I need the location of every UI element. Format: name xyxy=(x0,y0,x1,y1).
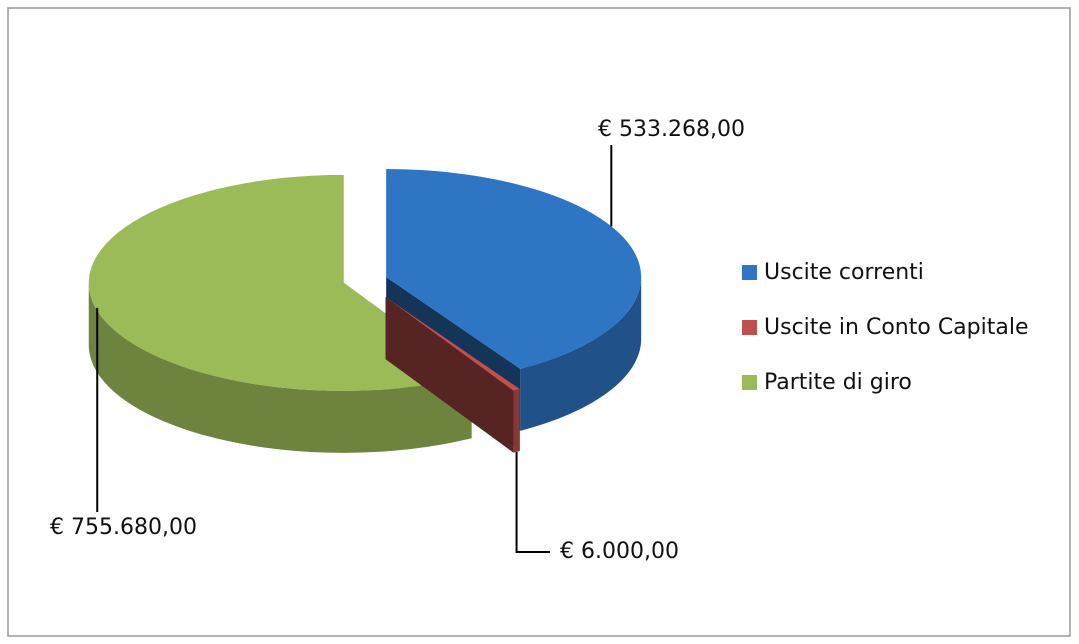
slice-side xyxy=(513,388,520,453)
leader-line xyxy=(515,451,550,553)
slice-side xyxy=(520,276,642,431)
slice-top xyxy=(386,168,642,369)
data-label: € 533.268,00 xyxy=(598,117,745,142)
slice-side xyxy=(88,282,472,453)
legend-swatch xyxy=(742,265,757,280)
legend-label: Uscite correnti xyxy=(764,260,924,285)
slice-top xyxy=(88,174,472,391)
legend-swatch xyxy=(742,320,757,335)
legend-label: Partite di giro xyxy=(764,370,912,395)
pie-slice xyxy=(385,297,520,453)
data-label: € 755.680,00 xyxy=(50,515,197,540)
slice-cut-face xyxy=(385,297,514,453)
legend-label: Uscite in Conto Capitale xyxy=(764,315,1029,340)
legend-swatch xyxy=(742,375,757,390)
slice-top xyxy=(385,297,520,391)
data-label: € 6.000,00 xyxy=(560,539,679,564)
